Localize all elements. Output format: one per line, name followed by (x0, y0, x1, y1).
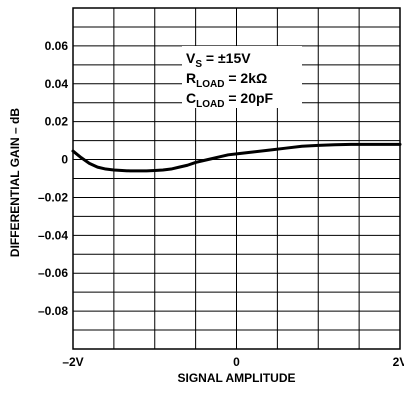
y-tick-label: –0.08 (38, 304, 68, 318)
y-axis-title: DIFFERENTIAL GAIN – dB (8, 108, 22, 257)
y-tick-label: –0.06 (38, 266, 68, 280)
annotation-line: VS = ±15V (186, 50, 251, 70)
grid (73, 8, 400, 349)
x-tick-label: 0 (233, 355, 240, 369)
y-tick-label: –0.04 (38, 228, 68, 242)
y-tick-label: 0 (61, 153, 68, 167)
x-tick-label: –2V (62, 355, 83, 369)
y-tick-label: 0.06 (45, 39, 69, 53)
annotation-background (182, 46, 302, 108)
x-tick-label: 2V (393, 355, 404, 369)
series-line (71, 142, 402, 173)
annotation-line: CLOAD = 20pF (186, 90, 274, 110)
y-tick-label: 0.04 (45, 77, 69, 91)
y-tick-label: 0.02 (45, 115, 69, 129)
plot-frame (72, 7, 401, 350)
x-axis-title: SIGNAL AMPLITUDE (177, 371, 295, 385)
y-tick-labels: 0.06 0.04 0.02 0 –0.02 –0.04 –0.06 –0.08 (38, 39, 68, 318)
x-tick-labels: –2V 0 2V (62, 355, 404, 369)
annotation-line: RLOAD = 2kΩ (186, 70, 267, 90)
y-tick-label: –0.02 (38, 190, 68, 204)
